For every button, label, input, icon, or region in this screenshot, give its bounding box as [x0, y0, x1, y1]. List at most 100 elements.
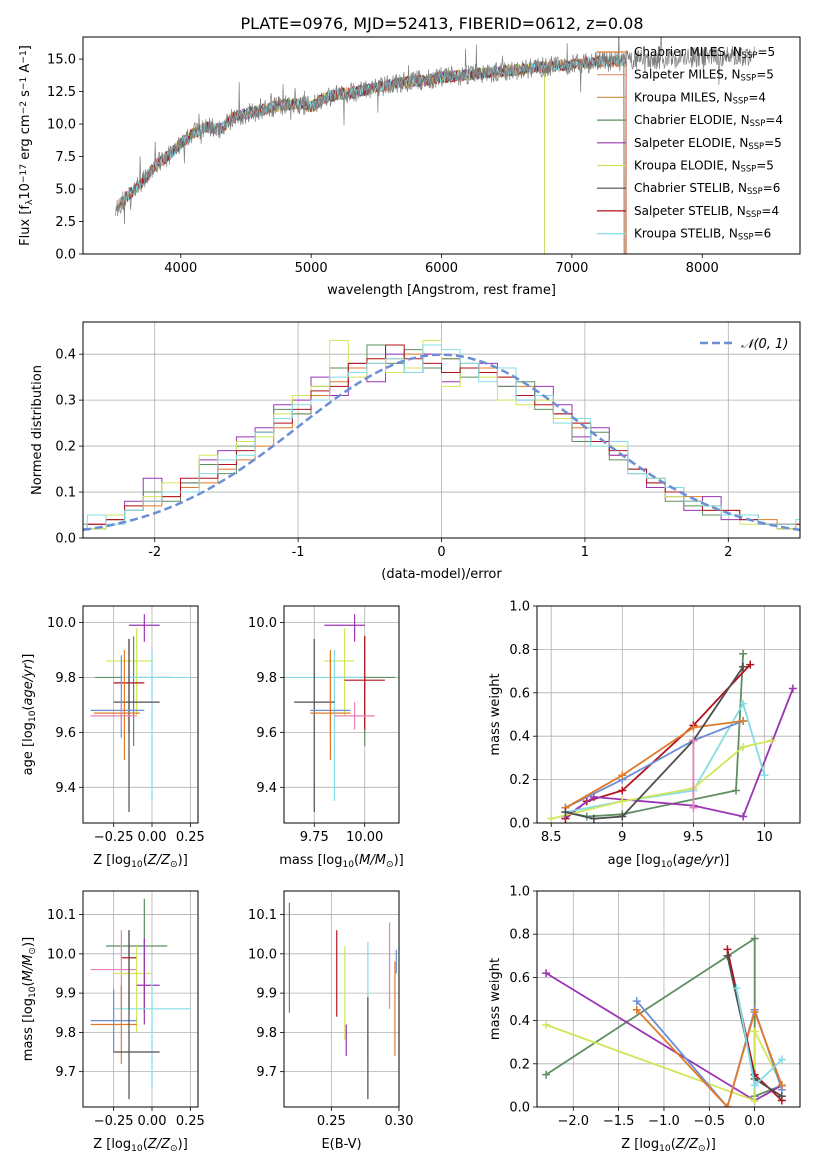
plus-marker — [542, 1020, 551, 1029]
weight-series-line — [545, 936, 783, 1098]
plus-marker — [750, 1081, 759, 1090]
legend: Chabrier MILES, NSSP=5 Salpeter MILES, NS… — [597, 45, 783, 242]
x-tick-label: −1.5 — [603, 1114, 635, 1129]
x-tick-label: 0.00 — [138, 830, 167, 845]
plus-marker — [777, 1055, 786, 1064]
x-tick-label: 1 — [581, 545, 589, 560]
y-tick-label: 9.8 — [256, 1026, 277, 1041]
plus-marker — [689, 723, 698, 732]
y-tick-label: 2.5 — [55, 215, 76, 230]
x-tick-label: 9.75 — [300, 830, 329, 845]
figure-title: PLATE=0976, MJD=52413, FIBERID=0612, z=0… — [240, 14, 643, 33]
y-tick-label: 5.0 — [55, 183, 76, 198]
axes-frame — [283, 890, 400, 1108]
plus-marker — [732, 786, 741, 795]
y-tick-label: 10.1 — [248, 908, 277, 923]
x-tick-label: −2.0 — [557, 1114, 589, 1129]
plot-area-mass_vs_ebv — [288, 902, 397, 1100]
y-tick-label: 1.0 — [509, 885, 530, 900]
y-tick-label: 9.9 — [256, 987, 277, 1002]
plus-marker — [750, 1007, 759, 1016]
plus-marker — [746, 660, 755, 669]
y-tick-label: 9.7 — [256, 1065, 277, 1080]
legend-label: Kroupa STELIB, NSSP=6 — [634, 227, 771, 242]
x-axis-label: Z [log10(Z/Z⊙)] — [621, 1137, 716, 1154]
y-tick-label: 9.8 — [55, 671, 76, 686]
y-tick-label: 0.1 — [55, 486, 76, 501]
axes-frame — [82, 605, 199, 824]
legend-label: 𝒩(0, 1) — [741, 337, 788, 352]
x-axis-label: E(B-V) — [321, 1137, 361, 1152]
y-tick-label: 0.8 — [509, 928, 530, 943]
plus-marker — [589, 814, 598, 823]
x-axis-label: age [log10(age/yr)] — [608, 853, 730, 870]
x-tick-label: 7000 — [555, 261, 588, 276]
axes-mass_vs_z: −0.25 0.00 0.25 9.7 9.8 9.9 10.0 10.1 Z [log10(Z… — [21, 890, 205, 1154]
x-axis-label: Z [log10(Z/Z⊙)] — [93, 853, 188, 870]
plus-marker — [750, 1027, 759, 1036]
y-tick-label: 0.0 — [509, 817, 530, 832]
x-tick-label: 6000 — [425, 261, 458, 276]
y-tick-label: 9.6 — [256, 726, 277, 741]
plus-marker — [760, 771, 769, 780]
x-axis-label: mass [log10(M/M⊙)] — [279, 853, 403, 870]
y-tick-label: 0.6 — [509, 686, 530, 701]
x-tick-label: 9 — [618, 830, 626, 845]
y-axis-label: Normed distribution — [30, 365, 45, 495]
x-tick-label: −1.0 — [648, 1114, 680, 1129]
x-tick-label: 9.5 — [683, 830, 704, 845]
y-tick-label: 7.5 — [55, 150, 76, 165]
plus-marker — [750, 1096, 759, 1105]
y-tick-label: 0.0 — [55, 248, 76, 263]
y-tick-label: 0.4 — [509, 730, 530, 745]
y-tick-label: 0.0 — [509, 1101, 530, 1116]
plus-marker — [732, 984, 741, 993]
y-tick-label: 10.1 — [47, 908, 76, 923]
plus-marker — [723, 951, 732, 960]
plus-marker — [767, 736, 776, 745]
legend-label: Kroupa MILES, NSSP=4 — [634, 90, 766, 105]
plot-area-mass_vs_z — [90, 898, 191, 1100]
weight-series-line — [564, 720, 744, 809]
y-axis-label: age [log10(age/yr)] — [21, 654, 38, 776]
x-tick-label: 10 — [756, 830, 773, 845]
plot-area-age_vs_mass — [284, 614, 395, 813]
plot-area-residuals — [83, 339, 800, 532]
axes-frame — [82, 890, 199, 1108]
y-tick-label: 10.0 — [47, 616, 76, 631]
plus-marker — [739, 649, 748, 658]
x-tick-label: 0.00 — [138, 1114, 167, 1129]
y-tick-label: 9.6 — [55, 726, 76, 741]
y-tick-label: 0.4 — [55, 348, 76, 363]
y-tick-label: 10.0 — [47, 947, 76, 962]
weight-series-line — [636, 1009, 783, 1107]
x-tick-label: -2 — [148, 545, 161, 560]
weight-series-line — [565, 720, 744, 809]
model-line — [117, 60, 545, 254]
y-tick-label: 0.2 — [509, 773, 530, 788]
x-tick-label: 8.5 — [541, 830, 562, 845]
x-tick-label: 0.0 — [744, 1114, 765, 1129]
plus-marker — [689, 803, 698, 812]
plus-marker — [723, 1103, 732, 1107]
y-tick-label: 0.8 — [509, 643, 530, 658]
y-axis-label: Flux [fλ10−17 erg cm−2 s−1 A−1] — [18, 45, 35, 246]
x-tick-label: -1 — [292, 545, 305, 560]
x-tick-label: 5000 — [295, 261, 328, 276]
x-tick-label: 4000 — [164, 261, 197, 276]
plus-marker — [618, 812, 627, 821]
axes-age_vs_mass: 9.75 10.00 9.4 9.6 9.8 10.0 mass [log10(M/M⊙)] — [248, 605, 404, 870]
x-tick-label: 0.30 — [385, 1114, 414, 1129]
x-tick-label: 10.00 — [346, 830, 383, 845]
plot-area-age_vs_z — [90, 614, 191, 813]
x-axis-label: (data-model)/error — [381, 567, 502, 582]
plus-marker — [739, 662, 748, 671]
axes-residuals: -2 -1 0 1 2 0.0 0.1 0.2 0.3 0.4 (data-model)/error… — [30, 321, 801, 582]
y-tick-label: 0.0 — [55, 532, 76, 547]
y-tick-label: 9.9 — [55, 987, 76, 1002]
x-tick-label: 0.25 — [176, 1114, 205, 1129]
axes-mass_vs_ebv: 0.25 0.30 9.7 9.8 9.9 10.0 10.1 E(B-V) — [248, 890, 414, 1152]
y-axis-label: mass weight — [488, 673, 503, 755]
y-tick-label: 0.3 — [55, 394, 76, 409]
